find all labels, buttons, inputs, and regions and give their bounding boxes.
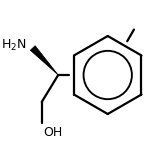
Text: OH: OH [43,126,62,139]
Text: H$_2$N: H$_2$N [1,38,27,52]
Polygon shape [30,46,58,75]
